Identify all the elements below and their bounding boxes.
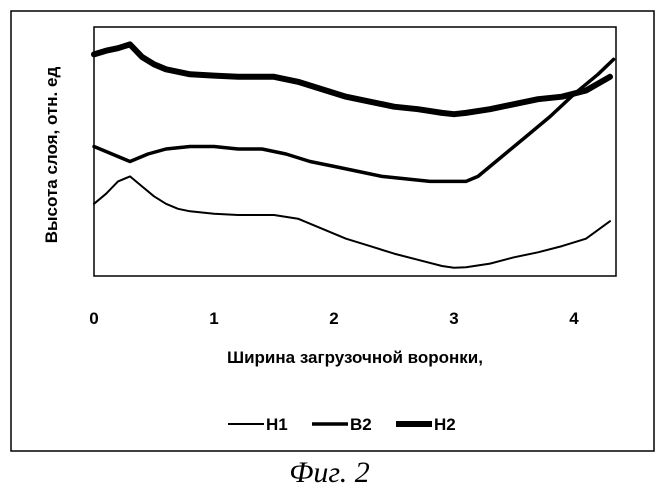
x-tick-label: 3 xyxy=(449,309,458,328)
x-tick-labels: 0 1 2 3 4 xyxy=(89,309,579,328)
figure-caption: Фиг. 2 xyxy=(0,456,659,490)
plot-area xyxy=(94,27,616,276)
series-layer xyxy=(94,44,614,267)
legend-label-h2: H2 xyxy=(434,415,456,434)
x-tick-label: 0 xyxy=(89,309,98,328)
series-line-h1 xyxy=(94,176,610,267)
legend-label-h1: H1 xyxy=(266,415,288,434)
figure-frame xyxy=(11,11,654,451)
series-line-h2 xyxy=(94,44,610,114)
x-tick-label: 4 xyxy=(569,309,579,328)
legend: H1 B2 H2 xyxy=(228,415,456,434)
legend-label-b2: B2 xyxy=(350,415,372,434)
x-tick-label: 2 xyxy=(329,309,338,328)
series-line-b2 xyxy=(94,59,614,181)
x-tick-label: 1 xyxy=(209,309,218,328)
line-chart: 0 1 2 3 4 Ширина загрузочной воронки, Высота… xyxy=(0,0,659,455)
x-axis-label: Ширина загрузочной воронки, xyxy=(227,348,483,367)
y-axis-label: Высота слоя, отн. ед xyxy=(42,67,61,244)
